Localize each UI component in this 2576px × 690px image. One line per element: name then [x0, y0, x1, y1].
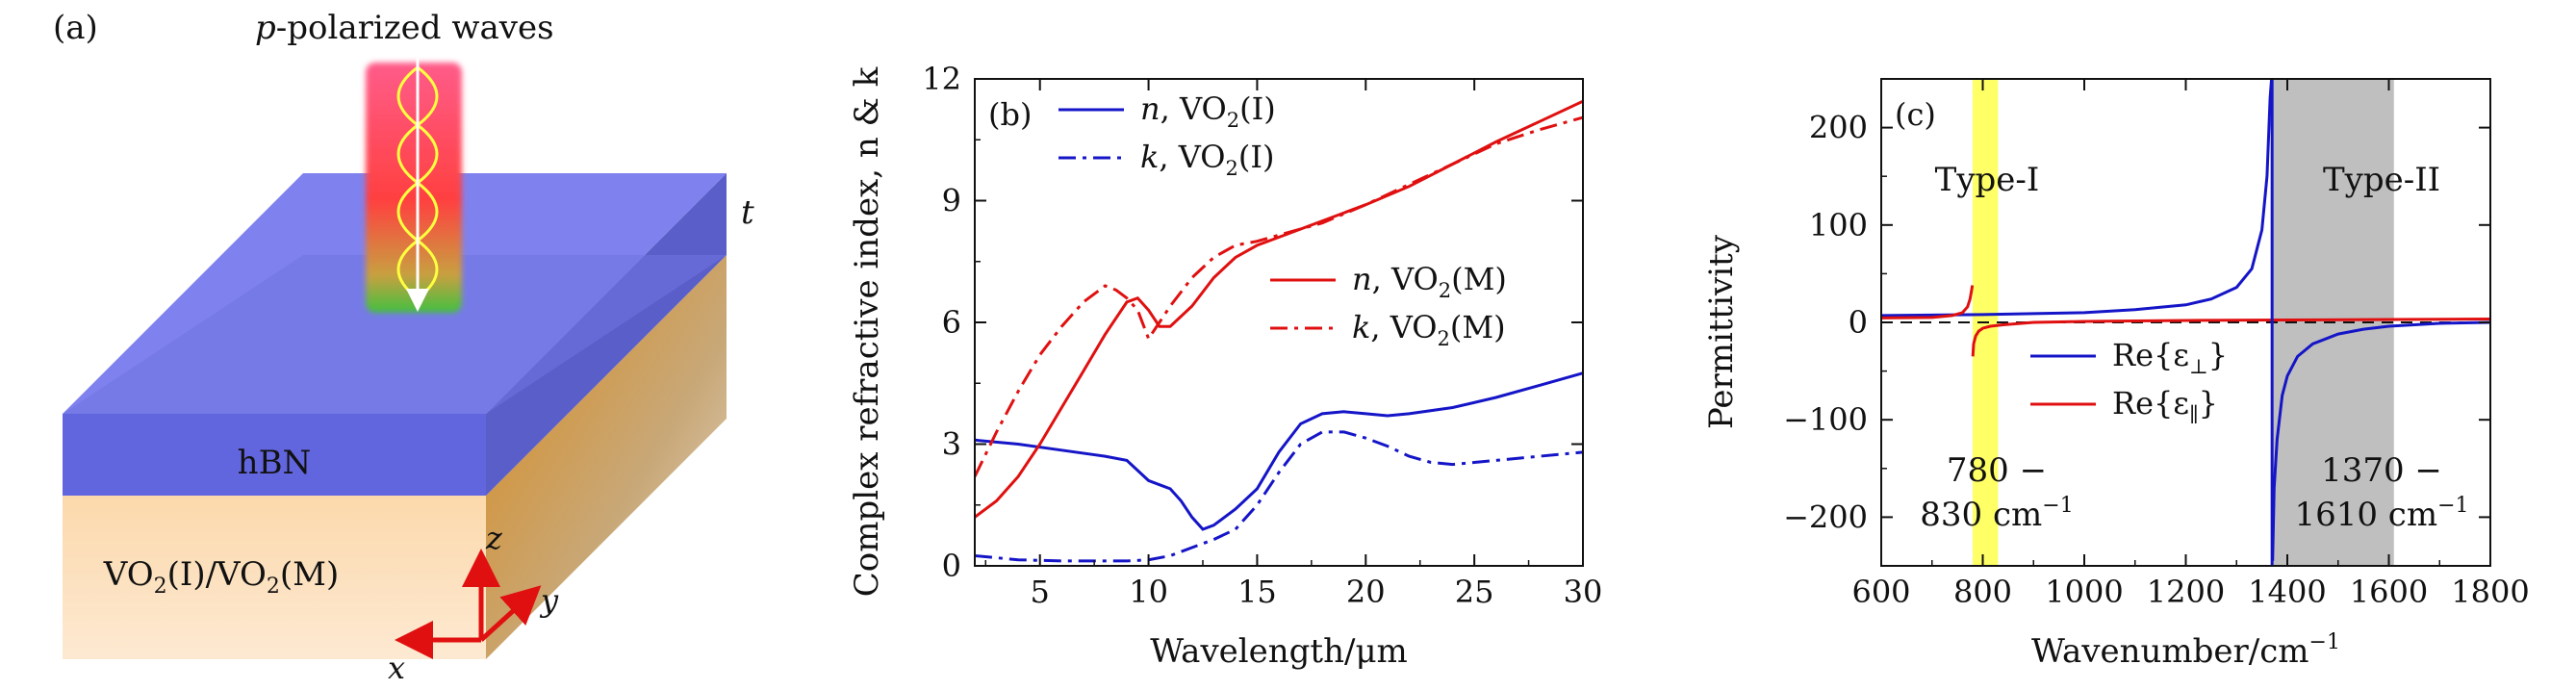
series-line-3	[975, 115, 1583, 477]
band-range-line2-0: 830 cm−1	[1920, 494, 2073, 534]
legend-symbol: n	[1140, 90, 1160, 127]
x-tick-label: 600	[1851, 574, 1910, 610]
y-tick-label: 6	[942, 304, 961, 341]
series-line-2	[1881, 285, 1975, 319]
series-line-1	[2271, 320, 2490, 561]
axis-z-label: z	[485, 520, 503, 556]
legend-sub: 2	[1226, 157, 1238, 180]
legend-text: Re{ε	[2112, 385, 2189, 422]
y-tick-label: 200	[1809, 110, 1868, 146]
legend-text: , VO	[1159, 139, 1225, 175]
legend-sub: ⊥	[2189, 355, 2208, 378]
x-tick-label: 15	[1237, 574, 1277, 610]
series-line-2	[975, 99, 1583, 519]
legend-entry-1: Re{ε∥}	[2112, 385, 2218, 426]
band-range-text: 830 cm	[1920, 496, 2042, 534]
hbn-label: hBN	[238, 444, 312, 482]
y-tick-label: 100	[1809, 207, 1868, 243]
panel-c-chart: 600 800 1000 1200 1400 1600 1800 −200 −100 0 100 20…	[1702, 78, 2530, 671]
vo2-label: VO2(I)/VO2(M)	[103, 555, 339, 599]
band-range-text: 1610 cm	[2294, 496, 2437, 534]
x-axis-label-sup: −1	[2309, 630, 2340, 654]
y-tick-label: 0	[1849, 304, 1868, 341]
x-tick-label: 30	[1564, 574, 1603, 610]
legend-text: , VO	[1370, 309, 1437, 345]
hbn-inner-face	[63, 255, 727, 414]
band-name-1: Type-II	[2323, 161, 2440, 199]
legend-end: (M)	[1451, 261, 1507, 297]
y-tick-label: 9	[942, 183, 961, 219]
series-line-0	[1881, 79, 2274, 318]
x-tick-label: 20	[1346, 574, 1386, 610]
series-line-1	[975, 430, 1583, 563]
panel-b-chart: 5 10 15 20 25 30 0 3 6 9 12 Wavelength/μm Complex re…	[848, 61, 1602, 671]
x-tick-label: 1200	[2147, 574, 2225, 610]
legend-entry-2: n, VO2(M)	[1352, 261, 1507, 302]
y-tick-label: 0	[942, 548, 961, 584]
axis-y-label: y	[539, 582, 559, 619]
panel-c-label: (c)	[1895, 96, 1936, 133]
legend-text: Re{ε	[2112, 337, 2189, 373]
legend-sub: 2	[1439, 279, 1451, 302]
legend-symbol: n	[1352, 261, 1372, 297]
legend-text: , VO	[1372, 261, 1439, 297]
legend-entry-0: Re{ε⊥}	[2112, 337, 2228, 378]
legend-end: }	[2208, 337, 2228, 373]
legend-end: (M)	[1450, 309, 1506, 345]
y-tick-label: −100	[1783, 401, 1868, 438]
legend-sub: ∥	[2189, 403, 2199, 426]
legend-sub: 2	[1227, 109, 1239, 132]
band-range-line1-0: 780 −	[1947, 451, 2047, 490]
y-tick-label: 3	[942, 426, 961, 463]
vo2-side-face	[486, 255, 727, 659]
y-axis-label: Complex refractive index, n & k	[848, 66, 886, 597]
legend-text: , VO	[1160, 90, 1227, 127]
x-tick-label: 1800	[2451, 574, 2529, 610]
x-axis-label: Wavenumber/cm−1	[2031, 630, 2340, 671]
y-tick-label: −200	[1783, 498, 1868, 535]
legend-entry-1: k, VO2(I)	[1140, 139, 1275, 180]
x-tick-label: 1000	[2045, 574, 2123, 610]
band-range-line1-1: 1370 −	[2321, 451, 2442, 490]
legend-sub: 2	[1438, 327, 1450, 350]
legend-end: (I)	[1238, 139, 1275, 175]
legend-end: (I)	[1239, 90, 1276, 127]
hbn-front-face	[63, 414, 486, 496]
panel-a: (a) p-polarized waves hBN VO2(I)/VO2(M) …	[53, 9, 754, 686]
y-axis-label: Permittivity	[1702, 234, 1741, 429]
wave-title: p-polarized waves	[255, 9, 554, 47]
series-line-0	[975, 371, 1583, 531]
series-line-3	[1971, 318, 2490, 357]
x-axis-label: Wavelength/μm	[1150, 632, 1408, 671]
band-range-line2-1: 1610 cm−1	[2294, 494, 2468, 534]
x-axis-label-text: Wavenumber/cm	[2031, 632, 2309, 671]
legend-end: }	[2199, 385, 2218, 422]
panel-b-label: (b)	[988, 96, 1032, 133]
x-tick-label: 5	[1031, 574, 1050, 610]
legend-entry-3: k, VO2(M)	[1352, 309, 1506, 350]
axis-x-label: x	[388, 650, 405, 686]
legend-symbol: k	[1352, 309, 1370, 345]
panel-a-label: (a)	[53, 9, 98, 47]
band-range-sup: −1	[2437, 494, 2468, 518]
x-tick-label: 800	[1953, 574, 2012, 610]
y-tick-label: 12	[922, 61, 961, 97]
band-range-sup: −1	[2042, 494, 2073, 518]
band-name-0: Type-I	[1935, 161, 2040, 199]
x-tick-label: 25	[1455, 574, 1494, 610]
x-tick-label: 1600	[2350, 574, 2428, 610]
legend-symbol: k	[1140, 139, 1159, 175]
legend-entry-0: n, VO2(I)	[1140, 90, 1276, 132]
x-tick-label: 10	[1129, 574, 1168, 610]
x-tick-label: 1400	[2248, 574, 2326, 610]
y-axis-arrow	[479, 585, 542, 642]
thickness-label: t	[741, 193, 754, 232]
